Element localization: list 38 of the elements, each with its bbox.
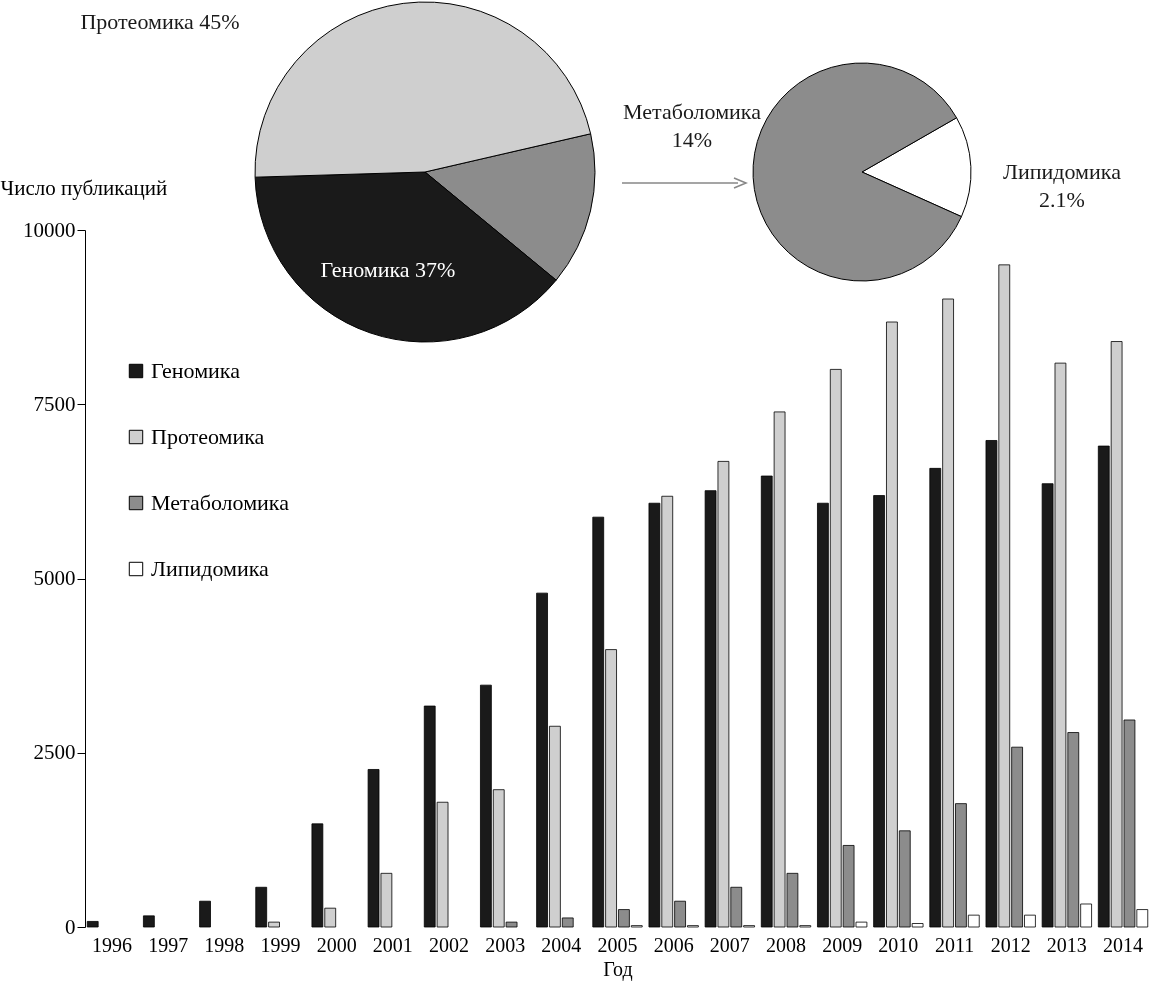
x-tick-label: 1997 xyxy=(148,933,189,956)
y-axis-title: Число публикаций xyxy=(0,175,168,200)
x-axis-title: Год xyxy=(603,957,633,981)
bar xyxy=(143,915,155,928)
slice-label: Липидомика xyxy=(1003,159,1122,184)
data-label: 14% xyxy=(671,127,713,152)
x-tick-label: 1998 xyxy=(204,933,245,956)
x-tick-label: 2004 xyxy=(541,933,582,956)
slice-label: Метаболомика xyxy=(623,99,762,124)
x-tick-label: 2007 xyxy=(709,933,750,956)
x-tick-label: 2013 xyxy=(1046,933,1087,956)
y-tick-label: 7500 xyxy=(33,391,76,416)
x-tick-label: 2012 xyxy=(990,933,1031,956)
y-tick-label: 10000 xyxy=(23,217,76,242)
bar xyxy=(199,900,211,928)
y-tick-label: 0 xyxy=(65,914,76,939)
y-tick-label: 2500 xyxy=(33,740,76,765)
legend-label: Липидомика xyxy=(151,556,270,581)
slice-label: Геномика 37% xyxy=(320,257,456,282)
data-label: 2.1% xyxy=(1039,187,1085,212)
x-tick-label: 2001 xyxy=(372,933,413,956)
x-tick-label: 2008 xyxy=(766,933,807,956)
legend-label: Протеомика xyxy=(151,424,265,449)
x-tick-label: 2000 xyxy=(316,933,357,956)
x-tick-label: 2003 xyxy=(485,933,526,956)
x-tick-label: 2002 xyxy=(428,933,469,956)
x-tick-label: 1999 xyxy=(260,933,301,956)
x-tick-label: 2011 xyxy=(934,933,975,956)
legend-label: Метаболомика xyxy=(151,490,290,515)
x-tick-label: 2014 xyxy=(1103,933,1144,956)
y-tick-label: 5000 xyxy=(33,566,76,590)
x-tick-label: 1996 xyxy=(91,933,132,956)
x-tick-label: 2006 xyxy=(653,933,694,956)
x-tick-label: 2005 xyxy=(597,933,638,956)
x-tick-label: 2010 xyxy=(878,933,919,956)
x-tick-label: 2009 xyxy=(822,933,863,956)
slice-label: Протеомика 45% xyxy=(80,9,240,34)
legend-label: Геномика xyxy=(151,358,241,383)
